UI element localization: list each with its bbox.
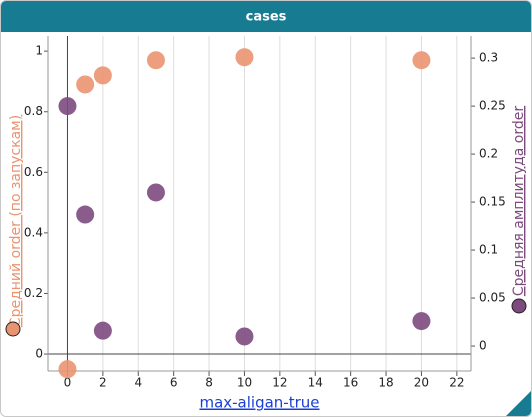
x-tick-label: 12: [272, 376, 287, 390]
x-tick-label: 6: [170, 376, 178, 390]
point: [235, 48, 254, 67]
point: [93, 66, 112, 85]
x-axis-title: max-aligan-true: [199, 394, 319, 412]
x-tick-label: 20: [414, 376, 429, 390]
title-bar: [1, 1, 531, 32]
y2-tick-label: 0: [479, 339, 487, 353]
x-tick-label: 16: [343, 376, 358, 390]
point: [93, 321, 112, 340]
x-tick-label: 14: [308, 376, 323, 390]
y-tick-label: 0.4: [24, 225, 43, 239]
y-axis-title: Средний order (по запускам): [8, 115, 24, 327]
x-tick-label: 0: [64, 376, 72, 390]
point: [412, 51, 431, 70]
y2-tick-label: 0.05: [479, 291, 506, 305]
y2-axis-title: Средняя амплитуда order: [511, 106, 527, 296]
legend-swatch: [5, 321, 21, 337]
x-tick-label: 8: [205, 376, 213, 390]
x-tick-label: 10: [237, 376, 252, 390]
point: [146, 183, 165, 202]
y-tick-label: 1: [35, 44, 43, 58]
y-tick-label: 0: [35, 347, 43, 361]
point: [76, 205, 95, 224]
y-tick-label: 0.6: [24, 165, 43, 179]
y2-tick-label: 0.15: [479, 195, 506, 209]
point: [146, 51, 165, 70]
x-tick-label: 18: [378, 376, 393, 390]
y2-tick-label: 0.2: [479, 147, 498, 161]
y-tick-label: 0.2: [24, 286, 43, 300]
point: [235, 327, 254, 346]
legend-swatch: [511, 298, 527, 314]
point: [76, 75, 95, 94]
y2-tick-label: 0.3: [479, 51, 498, 65]
y2-tick-label: 0.25: [479, 99, 506, 113]
x-tick-label: 4: [134, 376, 142, 390]
x-tick-label: 2: [99, 376, 107, 390]
point: [58, 97, 77, 116]
x-tick-label: 22: [449, 376, 464, 390]
point: [412, 312, 431, 331]
y2-tick-label: 0.1: [479, 243, 498, 257]
point: [58, 360, 77, 379]
y-tick-label: 0.8: [24, 104, 43, 118]
resize-handle[interactable]: [506, 391, 531, 416]
chart-title: cases: [246, 10, 287, 25]
